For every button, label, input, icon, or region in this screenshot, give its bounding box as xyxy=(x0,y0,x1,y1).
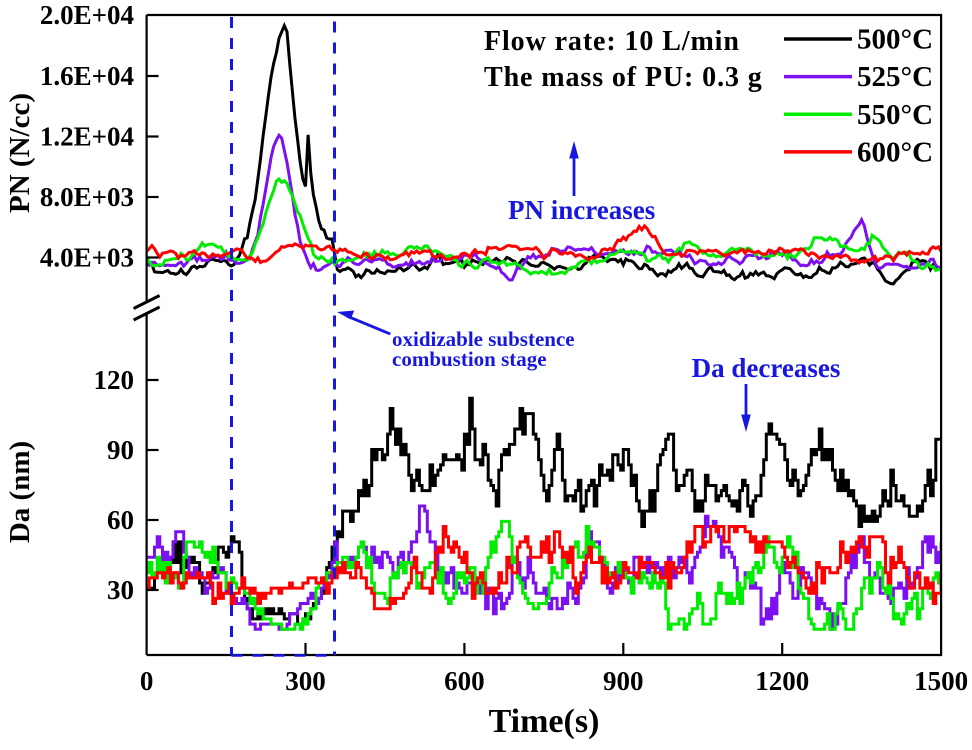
svg-text:600: 600 xyxy=(444,666,485,696)
svg-text:525°C: 525°C xyxy=(857,61,933,93)
svg-text:30: 30 xyxy=(107,575,134,605)
svg-text:1.6E+04: 1.6E+04 xyxy=(40,61,134,91)
svg-text:0: 0 xyxy=(140,666,154,696)
svg-text:1500: 1500 xyxy=(914,666,968,696)
svg-text:2.0E+04: 2.0E+04 xyxy=(40,0,134,30)
svg-text:4.0E+03: 4.0E+03 xyxy=(40,243,134,273)
svg-text:1.2E+04: 1.2E+04 xyxy=(40,122,134,152)
svg-text:Da decreases: Da decreases xyxy=(692,353,841,383)
svg-text:60: 60 xyxy=(107,505,134,535)
svg-text:The mass of PU: 0.3 g: The mass of PU: 0.3 g xyxy=(484,62,763,93)
svg-text:Da (nm): Da (nm) xyxy=(4,441,36,543)
svg-text:8.0E+03: 8.0E+03 xyxy=(40,182,134,212)
svg-text:900: 900 xyxy=(603,666,644,696)
svg-text:1200: 1200 xyxy=(755,666,809,696)
svg-text:500°C: 500°C xyxy=(857,24,933,56)
svg-text:600°C: 600°C xyxy=(857,136,933,168)
svg-text:PN increases: PN increases xyxy=(508,195,655,225)
svg-text:300: 300 xyxy=(285,666,326,696)
svg-text:Time(s): Time(s) xyxy=(489,703,600,740)
svg-text:90: 90 xyxy=(107,435,134,465)
svg-text:550°C: 550°C xyxy=(857,99,933,131)
svg-text:Flow rate: 10 L/min: Flow rate: 10 L/min xyxy=(484,26,740,57)
svg-text:combustion stage: combustion stage xyxy=(392,347,547,371)
svg-text:PN (N/cc): PN (N/cc) xyxy=(4,93,36,213)
svg-text:oxidizable substence: oxidizable substence xyxy=(392,327,575,351)
svg-text:120: 120 xyxy=(94,365,135,395)
